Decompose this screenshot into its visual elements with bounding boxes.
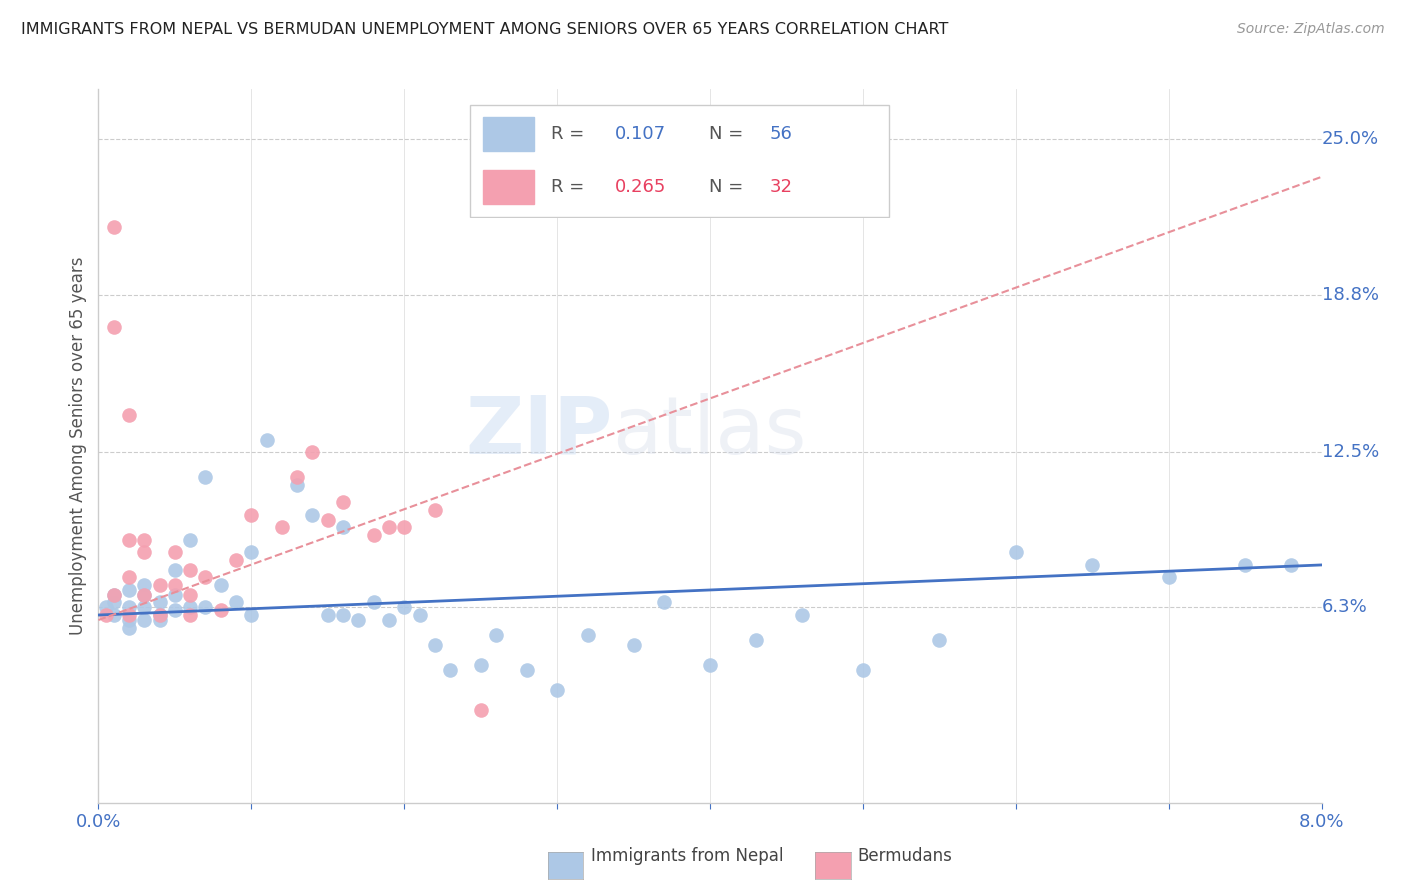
Point [1279,558,1302,572]
Point [134,613,156,627]
Point [240,508,263,522]
Point [392,520,416,534]
Point [103,595,125,609]
Point [470,703,492,717]
Point [652,595,675,609]
Point [225,595,247,609]
Point [285,470,308,484]
Point [745,633,768,648]
Point [103,607,125,622]
Point [423,638,446,652]
Point [149,595,172,609]
Point [209,578,232,592]
Point [134,588,156,602]
Point [194,600,217,615]
Point [378,520,401,534]
Point [408,607,430,622]
Point [332,495,354,509]
Point [1004,545,1026,559]
Point [134,545,156,559]
Point [103,588,125,602]
Point [316,513,339,527]
Y-axis label: Unemployment Among Seniors over 65 years: Unemployment Among Seniors over 65 years [69,257,87,635]
Point [179,588,201,602]
Text: Immigrants from Nepal: Immigrants from Nepal [591,847,783,865]
Point [378,613,401,627]
Point [623,638,645,652]
Point [163,588,186,602]
Text: ZIP: ZIP [465,392,612,471]
Point [423,503,446,517]
Point [546,683,568,698]
Point [1234,558,1257,572]
Point [576,628,599,642]
Point [301,508,323,522]
Point [790,607,813,622]
Point [516,663,538,677]
Text: IMMIGRANTS FROM NEPAL VS BERMUDAN UNEMPLOYMENT AMONG SENIORS OVER 65 YEARS CORRE: IMMIGRANTS FROM NEPAL VS BERMUDAN UNEMPL… [21,22,949,37]
Point [363,528,385,542]
Point [270,520,294,534]
Point [852,663,875,677]
Point [134,533,156,547]
Point [179,607,201,622]
Text: 25.0%: 25.0% [1322,130,1379,148]
Point [1081,558,1104,572]
Point [94,600,117,615]
Point [118,533,141,547]
Point [94,607,117,622]
Point [118,607,141,622]
Point [118,570,141,584]
Point [209,603,232,617]
Point [1157,570,1180,584]
Point [301,445,323,459]
Text: 18.8%: 18.8% [1322,285,1379,303]
Point [134,600,156,615]
Point [928,633,950,648]
Point [194,470,217,484]
Text: Source: ZipAtlas.com: Source: ZipAtlas.com [1237,22,1385,37]
Point [256,433,278,447]
Point [103,219,125,234]
Point [316,607,339,622]
Text: Bermudans: Bermudans [858,847,952,865]
Point [118,613,141,627]
Point [149,578,172,592]
Point [149,613,172,627]
Point [179,563,201,577]
Point [179,600,201,615]
Text: 6.3%: 6.3% [1322,599,1368,616]
Text: atlas: atlas [612,392,807,471]
Point [134,588,156,602]
Point [363,595,385,609]
Point [163,578,186,592]
Point [470,658,492,673]
Point [118,582,141,597]
Point [163,563,186,577]
Text: 12.5%: 12.5% [1322,443,1379,461]
Point [392,600,416,615]
Point [134,578,156,592]
Point [103,320,125,334]
Point [163,545,186,559]
Point [179,533,201,547]
Point [240,607,263,622]
Point [118,621,141,635]
Point [332,607,354,622]
Point [149,607,172,622]
Point [347,613,370,627]
Point [285,478,308,492]
Point [149,607,172,622]
Point [485,628,508,642]
Point [225,553,247,567]
Point [194,570,217,584]
Point [118,408,141,422]
Point [699,658,721,673]
Point [118,600,141,615]
Point [240,545,263,559]
Point [163,603,186,617]
Point [103,588,125,602]
Point [332,520,354,534]
Point [439,663,461,677]
